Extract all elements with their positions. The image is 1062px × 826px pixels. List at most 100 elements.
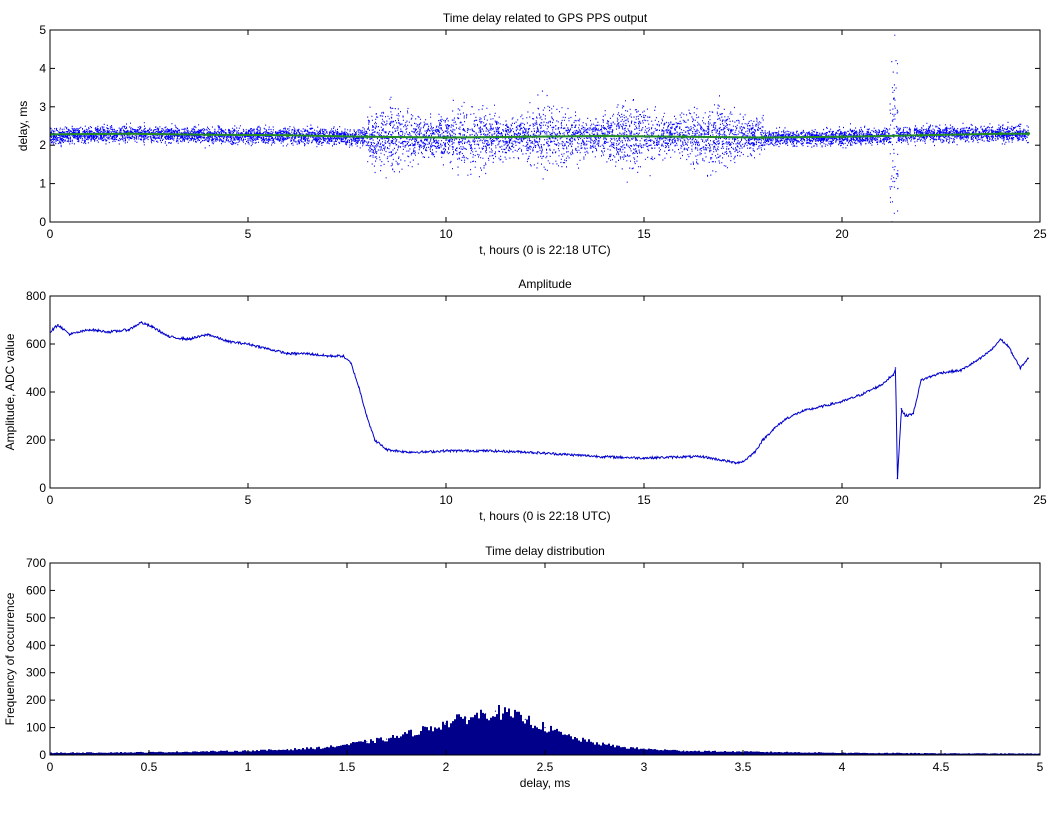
amplitude-point — [888, 376, 891, 379]
amplitude-panel: 0 5 10 15 20 25 0 200 400 600 800 Amplitude t, hours… — [3, 277, 1047, 523]
plot-content — [50, 34, 1030, 222]
amplitude-point — [128, 328, 130, 331]
histogram-envelope-point — [623, 746, 625, 748]
amplitude-point — [979, 357, 982, 360]
chart-title: Amplitude — [518, 277, 572, 291]
x-tick-label: 20 — [835, 227, 849, 241]
amplitude-point — [785, 417, 788, 420]
histogram-envelope-point — [465, 717, 467, 719]
histogram-bars — [50, 705, 1040, 755]
y-tick-label: 400 — [26, 638, 46, 652]
mean-delay-point — [206, 133, 211, 137]
x-tick-label: 2.5 — [537, 760, 554, 774]
histogram-envelope-point — [504, 713, 506, 715]
histogram-envelope-point — [287, 748, 289, 751]
x-tick-label: 1 — [245, 760, 252, 774]
amplitude-line — [50, 321, 1029, 480]
axes-box — [49, 562, 1041, 756]
x-tick-label: 0 — [47, 227, 54, 241]
amplitude-point — [960, 369, 962, 372]
y-tick-label: 200 — [26, 693, 46, 707]
amplitude-point — [603, 456, 606, 458]
x-tick-label: 0 — [47, 760, 54, 774]
y-tick-label: 600 — [26, 583, 46, 597]
plot-content — [50, 321, 1029, 480]
amplitude-point — [880, 384, 883, 386]
y-tick-label: 500 — [26, 611, 46, 625]
histogram-envelope-point — [524, 718, 526, 720]
amplitude-point — [1027, 357, 1029, 360]
mean-delay-point — [1026, 131, 1030, 136]
x-tick-label: 4 — [839, 760, 846, 774]
histogram-envelope-point — [366, 741, 368, 743]
amplitude-point — [445, 450, 447, 452]
amplitude-point — [342, 355, 344, 357]
x-tick-label: 4.5 — [933, 760, 950, 774]
amplitude-point — [564, 453, 566, 456]
amplitude-point — [366, 415, 368, 417]
amplitude-point — [762, 439, 764, 441]
x-tick-label: 3 — [641, 760, 648, 774]
amplitude-point — [742, 460, 744, 463]
mean-delay-point — [285, 133, 290, 138]
mean-delay-point — [523, 134, 527, 139]
amplitude-point — [722, 459, 724, 462]
amplitude-point — [912, 412, 915, 415]
amplitude-point — [425, 451, 428, 453]
amplitude-point — [894, 367, 897, 369]
mean-delay-point — [602, 134, 607, 138]
y-tick-label: 0 — [39, 215, 46, 229]
histogram-envelope-point — [603, 743, 606, 746]
amplitude-point — [1019, 367, 1021, 369]
x-tick-label: 0.5 — [141, 760, 158, 774]
y-tick-label: 0 — [39, 748, 46, 762]
amplitude-point — [69, 333, 71, 336]
y-tick-label: 3 — [39, 100, 46, 114]
x-tick-label: 3.5 — [735, 760, 752, 774]
amplitude-point — [140, 321, 142, 324]
amplitude-point — [207, 333, 210, 336]
axes-border — [49, 29, 1041, 223]
amplitude-point — [841, 400, 843, 403]
amplitude-point — [168, 336, 170, 338]
amplitude-point — [991, 348, 994, 350]
mean-delay-point — [127, 131, 131, 136]
axes-box — [49, 29, 1041, 223]
histogram-envelope-point — [584, 740, 586, 742]
x-axis-label: t, hours (0 is 22:18 UTC) — [479, 243, 610, 257]
x-tick-label: 15 — [637, 493, 651, 507]
amplitude-point — [900, 408, 903, 410]
amplitude-point — [286, 352, 289, 355]
histogram-envelope-point — [485, 713, 487, 715]
chart-title: Time delay related to GPS PPS output — [443, 11, 648, 25]
amplitude-point — [861, 393, 863, 396]
amplitude-point — [896, 477, 899, 480]
y-tick-label: 200 — [26, 433, 46, 447]
histogram-envelope-point — [425, 728, 427, 730]
y-tick-label: 100 — [26, 721, 46, 735]
x-tick-label: 0 — [47, 493, 54, 507]
amplitude-point — [227, 340, 229, 343]
y-tick-label: 1 — [39, 177, 46, 191]
amplitude-point — [904, 415, 907, 417]
histogram-envelope-point — [386, 738, 388, 740]
amplitude-point — [734, 462, 736, 464]
amplitude-point — [405, 451, 408, 453]
delay-histogram-panel: 0 0.5 1 1.5 2 2.5 3 3.5 4 4.5 5 0 100 200 300 400 500 600… — [3, 544, 1044, 790]
x-tick-label: 2 — [443, 760, 450, 774]
y-tick-label: 400 — [26, 385, 46, 399]
amplitude-point — [702, 456, 705, 458]
y-axis-label: Amplitude, ADC value — [3, 333, 17, 450]
amplitude-point — [892, 374, 895, 377]
amplitude-point — [643, 457, 645, 459]
amplitude-point — [524, 451, 526, 453]
x-tick-label: 5 — [245, 227, 252, 241]
x-tick-label: 10 — [439, 493, 453, 507]
histogram-envelope-point — [326, 746, 328, 748]
x-tick-label: 25 — [1033, 493, 1047, 507]
histogram-envelope-point — [346, 743, 348, 746]
amplitude-point — [385, 448, 388, 451]
mean-delay-point — [840, 134, 844, 139]
mean-delay-point — [365, 134, 369, 139]
chart-title: Time delay distribution — [485, 544, 605, 558]
